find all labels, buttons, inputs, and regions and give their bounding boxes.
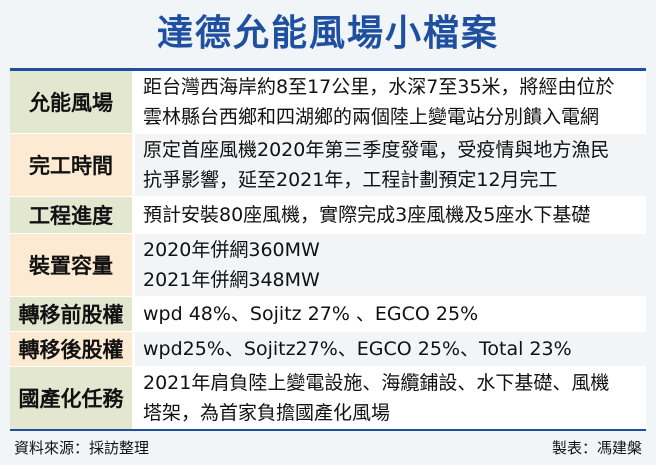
- table-row-wind-farm: 允能風場 距台灣西海岸約8至17公里，水深7至35米，將經由位於 雲林縣台西鄉和…: [10, 71, 646, 133]
- row-text-line: 2021年併網348MW: [143, 269, 320, 291]
- table-row-localization: 國產化任務 2021年肩負陸上變電設施、海纜鋪設、水下基礎、風機 塔架，為首家負…: [10, 366, 646, 429]
- page-title: 達德允能風場小檔案: [156, 13, 499, 54]
- row-text-line: 距台灣西海岸約8至17公里，水深7至35米，將經由位於: [143, 76, 615, 98]
- title-divider: [10, 68, 646, 71]
- row-label: 允能風場: [10, 71, 135, 133]
- author-credit: 製表：馮建槃: [551, 439, 642, 457]
- row-content: wpd 48%、Sojitz 27% 、EGCO 25%: [135, 297, 646, 331]
- table-row-equity-before: 轉移前股權 wpd 48%、Sojitz 27% 、EGCO 25%: [10, 296, 646, 331]
- row-content: 預計安裝80座風機，實際完成3座風機及5座水下基礎: [135, 197, 646, 233]
- row-content: 距台灣西海岸約8至17公里，水深7至35米，將經由位於 雲林縣台西鄉和四湖鄉的兩…: [135, 71, 646, 133]
- row-label: 國產化任務: [10, 367, 135, 429]
- row-text-line: 抗爭影響，延至2021年，工程計劃預定12月完工: [143, 169, 558, 191]
- row-label: 裝置容量: [10, 234, 135, 296]
- table-row-capacity: 裝置容量 2020年併網360MW 2021年併網348MW: [10, 233, 646, 296]
- table-row-completion-time: 完工時間 原定首座風機2020年第三季度發電，受疫情與地方漁民 抗爭影響，延至2…: [10, 133, 646, 196]
- row-text-line: wpd 48%、Sojitz 27% 、EGCO 25%: [143, 303, 479, 325]
- row-label: 工程進度: [10, 197, 135, 233]
- row-text-line: 塔架，為首家負擔國產化風場: [143, 402, 391, 424]
- table-row-equity-after: 轉移後股權 wpd25%、Sojitz27%、EGCO 25%、Total 23…: [10, 331, 646, 366]
- row-content: 原定首座風機2020年第三季度發電，受疫情與地方漁民 抗爭影響，延至2021年，…: [135, 134, 646, 196]
- row-content: wpd25%、Sojitz27%、EGCO 25%、Total 23%: [135, 332, 646, 366]
- fact-table: 允能風場 距台灣西海岸約8至17公里，水深7至35米，將經由位於 雲林縣台西鄉和…: [10, 71, 646, 431]
- row-text-line: 預計安裝80座風機，實際完成3座風機及5座水下基礎: [143, 204, 591, 226]
- row-content: 2021年肩負陸上變電設施、海纜鋪設、水下基礎、風機 塔架，為首家負擔國產化風場: [135, 367, 646, 429]
- row-label: 轉移前股權: [10, 297, 135, 331]
- row-text-line: 原定首座風機2020年第三季度發電，受疫情與地方漁民: [143, 139, 610, 161]
- row-text-line: 2021年肩負陸上變電設施、海纜鋪設、水下基礎、風機: [143, 372, 610, 394]
- source-note: 資料來源：採訪整理: [14, 439, 150, 457]
- table-row-progress: 工程進度 預計安裝80座風機，實際完成3座風機及5座水下基礎: [10, 196, 646, 233]
- row-label: 完工時間: [10, 134, 135, 196]
- footer: 資料來源：採訪整理 製表：馮建槃: [10, 431, 646, 458]
- row-text-line: 2020年併網360MW: [143, 239, 320, 261]
- row-text-line: wpd25%、Sojitz27%、EGCO 25%、Total 23%: [143, 338, 572, 360]
- row-label: 轉移後股權: [10, 332, 135, 366]
- row-content: 2020年併網360MW 2021年併網348MW: [135, 234, 646, 296]
- row-text-line: 雲林縣台西鄉和四湖鄉的兩個陸上變電站分別饋入電網: [143, 106, 600, 128]
